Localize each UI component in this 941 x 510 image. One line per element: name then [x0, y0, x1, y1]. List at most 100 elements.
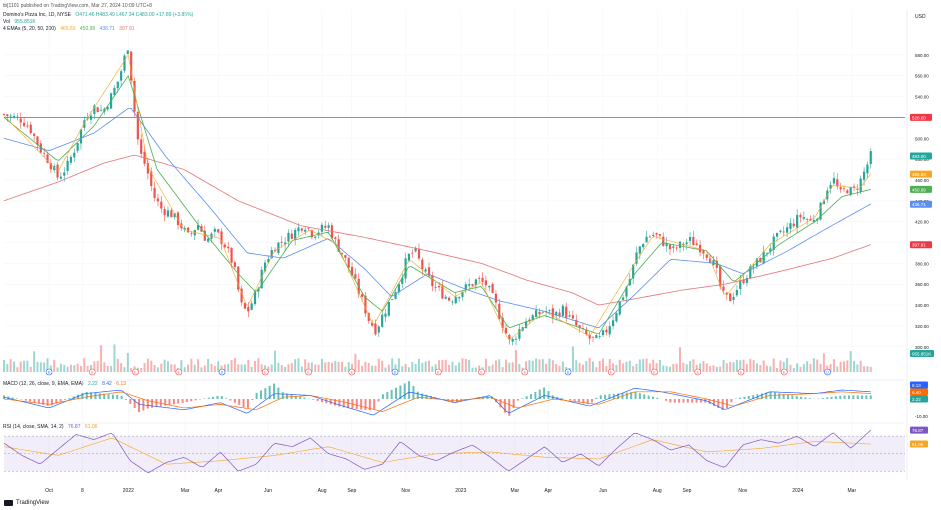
candle-body — [89, 115, 93, 120]
macd-histogram-bar — [251, 399, 254, 401]
volume-bar — [233, 358, 236, 372]
volume-bar — [381, 360, 384, 372]
macd-histogram-bar — [303, 397, 306, 399]
ema-label[interactable]: 4 EMAs (5, 20, 50, 200) — [3, 26, 56, 32]
candle-body — [140, 139, 143, 154]
volume-bar — [558, 365, 561, 372]
volume-bar — [180, 360, 183, 372]
candle-body — [86, 118, 89, 120]
candle-body — [437, 286, 441, 288]
volume-bar — [581, 364, 584, 372]
candle-body — [672, 246, 675, 248]
candle-body — [387, 301, 390, 316]
volume-bar — [294, 359, 297, 372]
candle-body — [29, 124, 32, 134]
macd-histogram-bar — [238, 399, 241, 405]
event-marker-letter: E — [653, 371, 656, 375]
macd-histogram-bar — [782, 394, 785, 399]
candle-body — [190, 233, 193, 235]
volume-bar — [451, 361, 454, 372]
candle-body — [267, 258, 270, 263]
candle-body — [150, 171, 153, 187]
candle-body — [668, 244, 672, 250]
volume-bar — [474, 367, 477, 372]
volume-bar — [535, 358, 538, 372]
candle-body — [866, 164, 869, 174]
macd-histogram-bar — [577, 399, 580, 403]
event-marker-icon — [780, 368, 788, 376]
macd-histogram-bar — [442, 399, 445, 400]
x-tick-label: Sep — [683, 488, 692, 494]
candle-body — [862, 171, 866, 180]
macd-histogram-bar — [643, 394, 646, 399]
macd-histogram-bar — [499, 399, 502, 408]
volume-bar — [478, 365, 481, 372]
symbol-name[interactable]: Domino's Pizza Inc, 1D, NYSE — [3, 12, 71, 18]
candle-body — [806, 219, 809, 220]
candle-body — [571, 315, 575, 319]
volume-bar — [471, 367, 474, 372]
volume-bar — [260, 364, 263, 372]
volume-bar — [538, 359, 541, 372]
volume-bar — [869, 366, 872, 372]
candle-body — [207, 238, 210, 242]
x-tick-label: Jun — [264, 488, 272, 494]
macd-histogram-bar — [516, 399, 519, 401]
volume-bar — [551, 360, 554, 372]
volume-bar — [250, 366, 253, 372]
candle-body — [327, 225, 330, 228]
volume-bar — [23, 360, 26, 372]
candle-body — [488, 285, 491, 288]
volume-bar — [732, 362, 735, 372]
candle-body — [575, 319, 578, 326]
rsi-ma-line — [3, 437, 871, 465]
candle-body — [36, 136, 39, 145]
macd-histogram-bar — [381, 394, 384, 399]
volume-bar — [822, 353, 825, 372]
candle-body — [146, 162, 150, 174]
candle-body — [230, 247, 233, 263]
candle-body — [220, 231, 223, 244]
macd-histogram-bar — [556, 396, 559, 399]
price-tag-0: 483.00 — [912, 154, 926, 159]
candle-body — [59, 176, 62, 179]
candle-body — [417, 248, 421, 259]
x-tick-label: Aug — [318, 488, 327, 494]
candle-body — [494, 293, 498, 303]
macd-histogram-bar — [11, 397, 14, 399]
macd-histogram-bar — [699, 399, 702, 403]
y-tick-label: 540.00 — [915, 95, 929, 100]
ohlc-values: O471.46 H483.49 L467.34 C483.00 +17.89 (… — [75, 12, 194, 18]
volume-bar — [6, 363, 9, 372]
event-marker-letter: E — [524, 371, 527, 375]
volume-bar — [725, 363, 728, 372]
volume-bar — [357, 359, 360, 372]
macd-histogram-bar — [229, 399, 232, 401]
event-marker-letter: E — [91, 371, 94, 375]
candle-body — [12, 116, 16, 118]
volume-bar — [699, 363, 702, 372]
volume-bar — [662, 365, 665, 372]
macd-histogram-bar — [800, 396, 803, 399]
y-tick-label: 360.00 — [915, 282, 929, 287]
ema20-value: 450.99 — [79, 26, 96, 32]
candle-body — [367, 312, 370, 321]
candle-body — [508, 334, 511, 340]
macd-label[interactable]: MACD (12, 26, close, 9, EMA, EMA) — [3, 381, 84, 387]
volume-bar — [612, 363, 615, 372]
macd-histogram-bar — [390, 389, 393, 399]
rsi-ma-value: 61.06 — [84, 424, 98, 430]
candle-body — [186, 227, 190, 233]
candle-body — [360, 294, 364, 297]
candle-body — [842, 188, 846, 190]
macd-histogram-bar — [325, 399, 328, 404]
candle-body — [796, 215, 799, 228]
rsi-label[interactable]: RSI (14, close, SMA, 14, 2) — [3, 424, 64, 430]
candle-body — [66, 160, 69, 171]
candle-body — [421, 259, 424, 270]
macd-histogram-bar — [168, 399, 171, 405]
x-tick-label: Nov — [738, 488, 747, 494]
candle-body — [447, 297, 451, 301]
macd-histogram-bar — [133, 399, 136, 409]
